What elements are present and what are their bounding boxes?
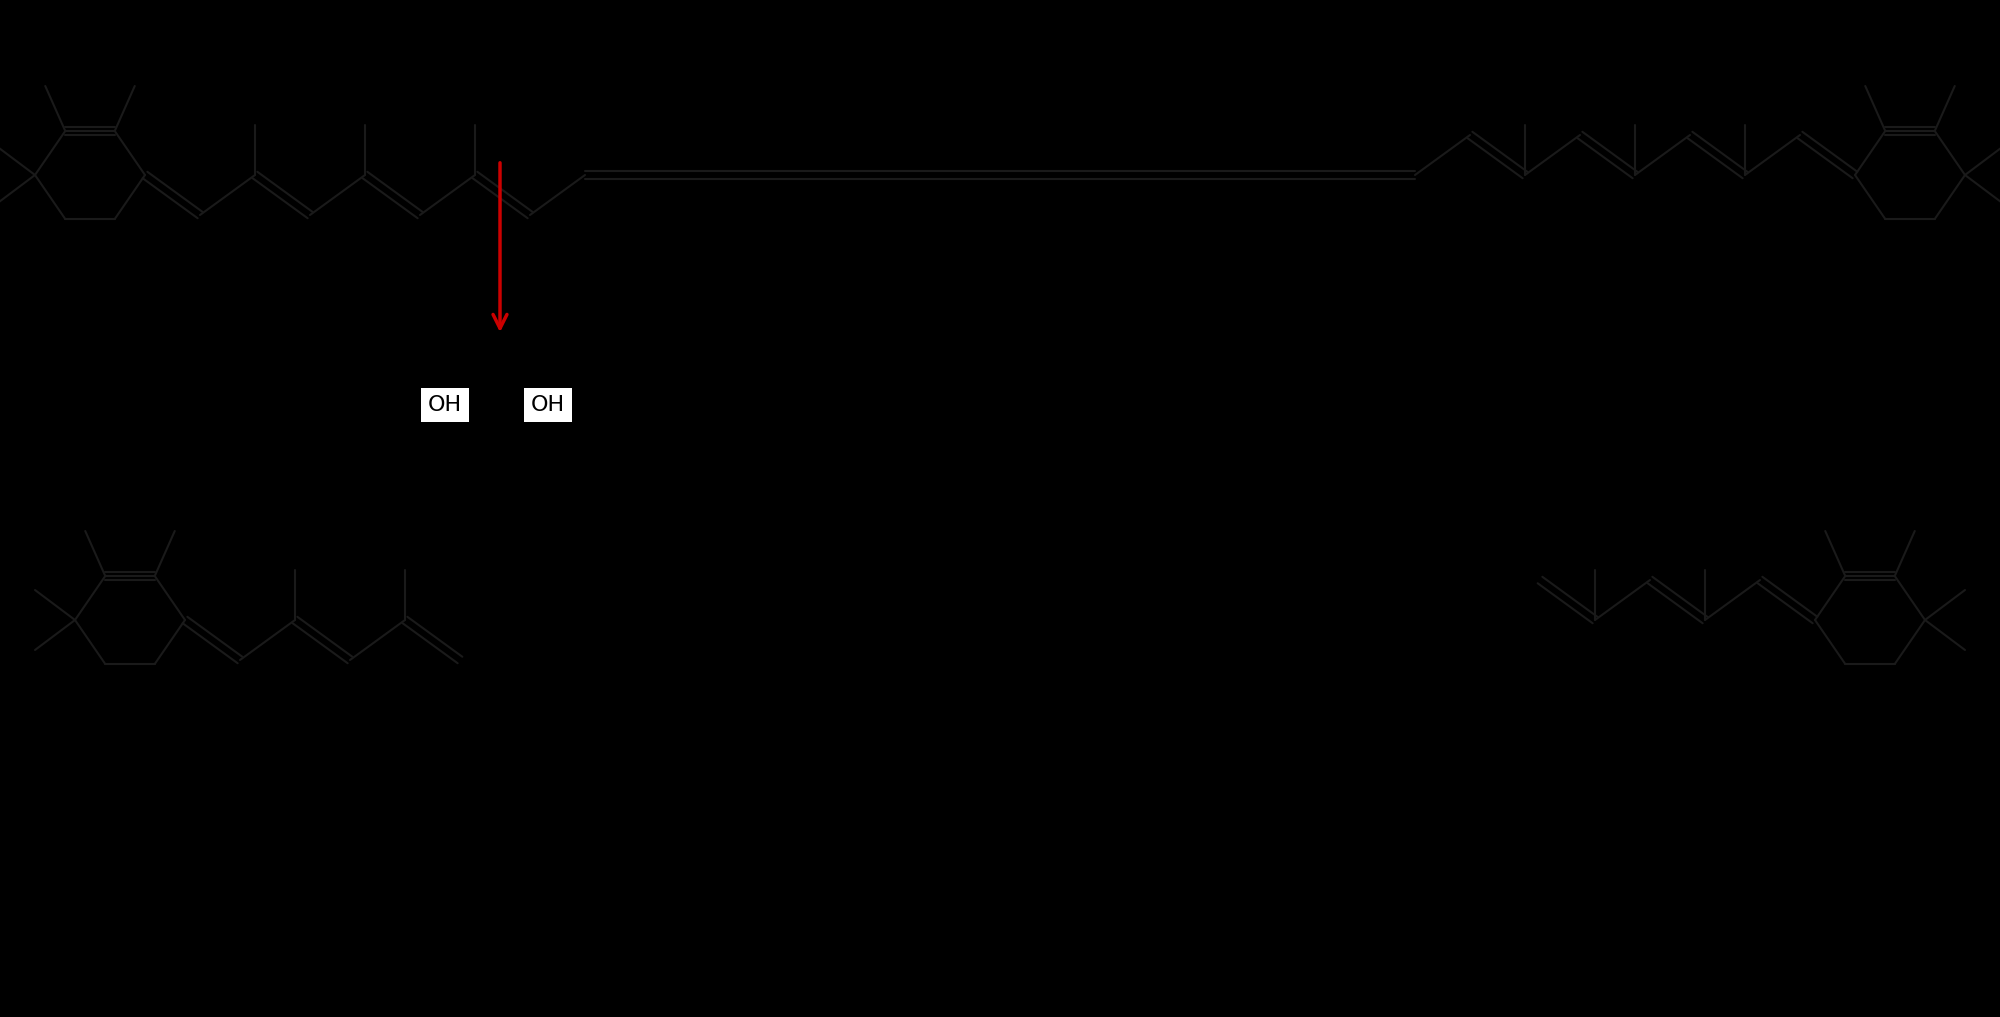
Text: OH: OH bbox=[428, 395, 462, 415]
Text: OH: OH bbox=[530, 395, 566, 415]
